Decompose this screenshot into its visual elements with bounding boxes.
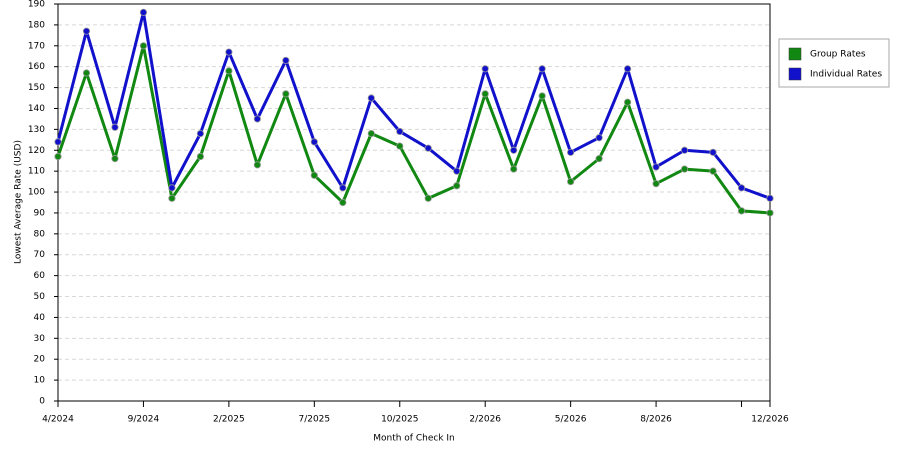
point (737, 207, 746, 215)
point (595, 134, 603, 142)
point (225, 67, 233, 75)
x-axis-title: Month of Check In (373, 434, 455, 444)
point (253, 115, 261, 123)
point (196, 129, 204, 138)
legend-label: Group Rates (810, 50, 866, 60)
point (510, 165, 518, 173)
legend-swatch (788, 67, 802, 81)
point (54, 138, 62, 146)
point (111, 123, 119, 131)
x-tick-label: 2/2026 (469, 415, 501, 425)
point (367, 129, 375, 138)
point (567, 178, 575, 186)
point (139, 8, 148, 16)
x-tick-label: 9/2024 (128, 415, 160, 425)
y-tick-label: 10 (34, 376, 46, 386)
point (168, 184, 176, 192)
point (766, 209, 774, 217)
y-tick-label: 0 (39, 397, 45, 407)
y-tick-label: 70 (34, 250, 46, 260)
y-tick-label: 170 (28, 41, 45, 51)
point (82, 69, 91, 77)
point (538, 65, 546, 73)
series-line (56, 10, 771, 200)
point (766, 194, 774, 202)
y-tick-label: 140 (28, 104, 45, 114)
point (623, 65, 632, 73)
y-tick-label: 80 (34, 229, 46, 239)
series-line (56, 44, 771, 215)
y-tick-label: 60 (34, 271, 46, 281)
y-tick-label: 30 (34, 334, 46, 344)
y-tick-label: 50 (34, 292, 46, 302)
y-tick-label: 180 (28, 20, 45, 30)
point (54, 152, 62, 161)
point (310, 171, 318, 179)
x-tick-label: 7/2025 (298, 415, 330, 425)
point (339, 198, 347, 207)
point (139, 42, 148, 50)
y-tick-label: 160 (28, 62, 45, 72)
point (652, 180, 660, 188)
point (367, 94, 375, 102)
x-tick-label: 2/2025 (213, 415, 245, 425)
point (310, 138, 318, 146)
point (595, 155, 603, 163)
point (396, 127, 404, 136)
point (709, 148, 717, 156)
x-tick-label: 8/2026 (640, 415, 672, 425)
y-tick-label: 120 (28, 146, 45, 156)
y-tick-label: 40 (34, 313, 46, 323)
y-tick-label: 100 (28, 188, 45, 198)
point (424, 194, 432, 202)
y-tick-label: 110 (28, 167, 45, 177)
point (196, 152, 204, 161)
point (709, 167, 717, 175)
y-axis-title: Lowest Average Rate (USD) (14, 140, 24, 264)
x-tick-label: 5/2026 (555, 415, 587, 425)
point (737, 184, 746, 192)
point (253, 161, 261, 169)
y-tick-label: 130 (28, 125, 45, 135)
point (339, 184, 347, 192)
point (453, 167, 461, 175)
x-tick-label: 12/2026 (751, 415, 789, 425)
point (652, 163, 660, 171)
y-tick-label: 190 (28, 0, 45, 10)
legend-label: Individual Rates (810, 70, 882, 80)
point (481, 65, 489, 73)
x-tick-label: 4/2024 (42, 415, 74, 425)
y-tick-label: 20 (34, 355, 46, 365)
point (82, 27, 91, 35)
point (623, 98, 632, 106)
legend: Group Rates Individual Rates (778, 38, 890, 88)
legend-swatch (788, 47, 802, 61)
plot-frame (57, 3, 771, 402)
point (567, 148, 575, 156)
point (481, 90, 489, 98)
point (538, 92, 546, 100)
point (225, 48, 233, 56)
y-tick-label: 150 (28, 83, 45, 93)
point (680, 165, 689, 173)
point (111, 155, 119, 163)
point (453, 182, 461, 190)
point (168, 194, 176, 202)
point (282, 56, 290, 65)
y-tick-label: 90 (34, 208, 46, 218)
point (510, 146, 518, 154)
point (680, 146, 689, 154)
point (396, 142, 404, 150)
point (282, 90, 290, 98)
point (424, 144, 432, 152)
x-tick-label: 10/2025 (381, 415, 418, 425)
